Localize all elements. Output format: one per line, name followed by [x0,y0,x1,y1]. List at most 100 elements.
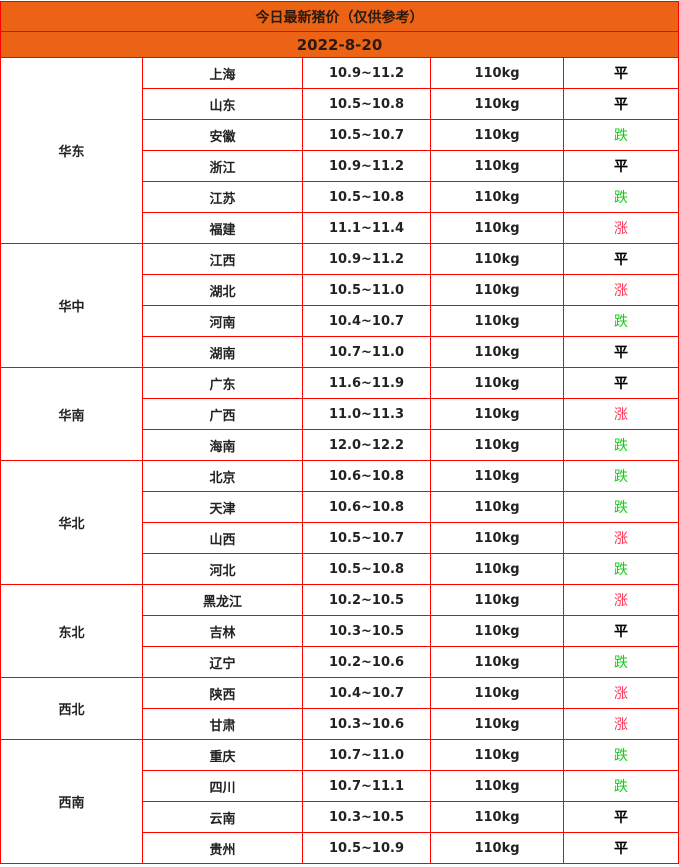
price-cell: 10.3~10.5 [302,801,431,833]
trend-cell: 平 [562,57,679,89]
table-row: 安徽 10.5~10.7 110kg 跌 [1,119,679,151]
trend-cell: 跌 [562,305,679,337]
table-row: 山东 10.5~10.8 110kg 平 [1,88,679,120]
table-row: 华南 广东 11.6~11.9 110kg 平 [0,367,679,461]
table-row: 河北 10.5~10.8 110kg 跌 [1,553,679,585]
weight-cell: 110kg [430,708,564,740]
trend-cell: 平 [562,615,679,647]
weight-cell: 110kg [430,615,564,647]
table-row: 湖南 10.7~11.0 110kg 平 [1,336,679,368]
price-cell: 10.7~11.0 [302,336,431,368]
weight-cell: 110kg [430,119,564,151]
province-cell: 黑龙江 [142,584,303,616]
weight-cell: 110kg [430,336,564,368]
province-cell: 浙江 [142,150,303,182]
price-cell: 10.6~10.8 [302,491,431,523]
price-cell: 10.3~10.5 [302,615,431,647]
price-cell: 10.9~11.2 [302,150,431,182]
price-cell: 10.4~10.7 [302,305,431,337]
table-row: 江苏 10.5~10.8 110kg 跌 [1,181,679,213]
weight-cell: 110kg [430,832,564,864]
weight-cell: 110kg [430,801,564,833]
trend-cell: 跌 [562,553,679,585]
price-cell: 10.4~10.7 [302,677,431,709]
table-row: 西南 重庆 10.7~11.0 110kg 跌 [0,739,679,864]
weight-cell: 110kg [430,398,564,430]
price-cell: 10.5~11.0 [302,274,431,306]
weight-cell: 110kg [430,57,564,89]
trend-cell: 涨 [562,274,679,306]
price-cell: 10.2~10.5 [302,584,431,616]
table-date: 2022-8-20 [0,31,679,58]
table-row: 浙江 10.9~11.2 110kg 平 [1,150,679,182]
trend-cell: 平 [562,801,679,833]
table-row: 湖北 10.5~11.0 110kg 涨 [1,274,679,306]
table-row: 华北 北京 10.6~10.8 110kg 跌 [0,460,679,585]
weight-cell: 110kg [430,243,564,275]
table-row: 华中 江西 10.9~11.2 110kg 平 [0,243,679,368]
price-cell: 10.5~10.8 [302,88,431,120]
region-cell: 西北 [0,677,143,740]
table-body: 华东 上海 10.9~11.2 110kg 平山东 10.5~10.8 110kg 平安徽 10… [0,57,679,864]
trend-cell: 平 [562,832,679,864]
price-cell: 10.5~10.8 [302,181,431,213]
weight-cell: 110kg [430,770,564,802]
price-cell: 10.2~10.6 [302,646,431,678]
price-cell: 10.7~11.0 [302,739,431,771]
province-cell: 辽宁 [142,646,303,678]
trend-cell: 平 [562,367,679,399]
trend-cell: 跌 [562,460,679,492]
region-cell: 华北 [0,460,143,585]
trend-cell: 跌 [562,646,679,678]
province-cell: 甘肃 [142,708,303,740]
weight-cell: 110kg [430,522,564,554]
price-cell: 10.6~10.8 [302,460,431,492]
province-cell: 河南 [142,305,303,337]
province-cell: 安徽 [142,119,303,151]
price-cell: 10.9~11.2 [302,243,431,275]
trend-cell: 涨 [562,708,679,740]
weight-cell: 110kg [430,367,564,399]
price-cell: 10.5~10.8 [302,553,431,585]
table-row: 福建 11.1~11.4 110kg 涨 [1,212,679,244]
region-cell: 东北 [0,584,143,678]
price-cell: 10.5~10.7 [302,119,431,151]
province-cell: 广西 [142,398,303,430]
province-cell: 山西 [142,522,303,554]
weight-cell: 110kg [430,553,564,585]
province-cell: 天津 [142,491,303,523]
region-cell: 华中 [0,243,143,368]
price-cell: 10.7~11.1 [302,770,431,802]
province-cell: 海南 [142,429,303,461]
table-row: 天津 10.6~10.8 110kg 跌 [1,491,679,523]
trend-cell: 涨 [562,677,679,709]
trend-cell: 涨 [562,398,679,430]
province-cell: 重庆 [142,739,303,771]
weight-cell: 110kg [430,88,564,120]
weight-cell: 110kg [430,305,564,337]
price-cell: 10.9~11.2 [302,57,431,89]
weight-cell: 110kg [430,460,564,492]
weight-cell: 110kg [430,429,564,461]
price-cell: 11.0~11.3 [302,398,431,430]
trend-cell: 跌 [562,770,679,802]
province-cell: 福建 [142,212,303,244]
trend-cell: 涨 [562,212,679,244]
table-row: 辽宁 10.2~10.6 110kg 跌 [1,646,679,678]
province-cell: 广东 [142,367,303,399]
weight-cell: 110kg [430,181,564,213]
province-cell: 江西 [142,243,303,275]
region-cell: 华东 [0,57,143,244]
trend-cell: 平 [562,243,679,275]
province-cell: 云南 [142,801,303,833]
province-cell: 陕西 [142,677,303,709]
weight-cell: 110kg [430,212,564,244]
trend-cell: 平 [562,88,679,120]
weight-cell: 110kg [430,677,564,709]
weight-cell: 110kg [430,491,564,523]
trend-cell: 跌 [562,429,679,461]
price-cell: 12.0~12.2 [302,429,431,461]
province-cell: 贵州 [142,832,303,864]
province-cell: 北京 [142,460,303,492]
